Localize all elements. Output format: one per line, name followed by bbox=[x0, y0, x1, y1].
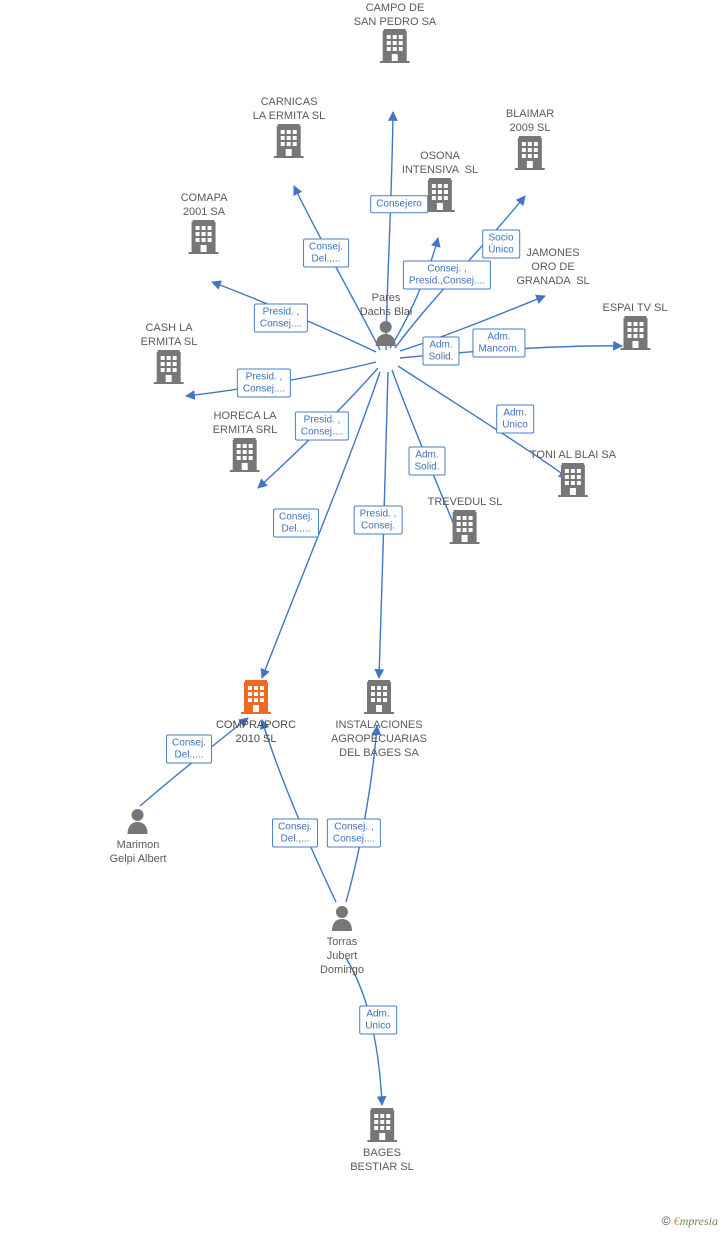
node-label: CASH LA ERMITA SL bbox=[141, 322, 198, 350]
node-label: TONI AL BLAI SA bbox=[530, 449, 616, 463]
node-toni_blai[interactable]: TONI AL BLAI SA bbox=[530, 449, 616, 502]
node-label: ESPAI TV SL bbox=[602, 302, 667, 316]
node-carnicas_ermita[interactable]: CARNICAS LA ERMITA SL bbox=[253, 96, 326, 163]
edge-label: Presid. , Consej.... bbox=[237, 369, 291, 398]
node-torras[interactable]: Torras Jubert Domingo bbox=[320, 905, 364, 977]
node-label: Pares Dachs Blai bbox=[360, 292, 413, 320]
node-marimon[interactable]: Marimon Gelpi Albert bbox=[110, 808, 167, 867]
node-bages[interactable]: BAGES BESTIAR SL bbox=[350, 1108, 414, 1175]
node-comapa[interactable]: COMAPA 2001 SA bbox=[181, 192, 228, 259]
brand-rest: mpresia bbox=[680, 1214, 718, 1228]
edge-label: Consej. Del.,... bbox=[273, 509, 319, 538]
edge-label: Consej. Del.,... bbox=[272, 819, 318, 848]
node-label: INSTALACIONES AGROPECUARIAS DEL BAGES SA bbox=[331, 719, 427, 760]
edge-label: Adm. Solid. bbox=[422, 337, 459, 366]
node-label: OSONA INTENSIVA SL bbox=[402, 150, 478, 178]
node-label: HORECA LA ERMITA SRL bbox=[213, 410, 278, 438]
edge-label: Consejero bbox=[370, 195, 428, 213]
node-label: TREVEDUL SL bbox=[428, 496, 503, 510]
node-label: COMPRAPORC 2010 SL bbox=[216, 719, 296, 747]
building-icon bbox=[241, 680, 271, 719]
edge-label: Presid. , Consej.... bbox=[295, 412, 349, 441]
node-label: JAMONES CAMPO DE SAN PEDRO SA bbox=[354, 0, 437, 29]
node-pares[interactable]: Pares Dachs Blai bbox=[360, 292, 413, 351]
node-trevedul[interactable]: TREVEDUL SL bbox=[428, 496, 503, 549]
node-label: COMAPA 2001 SA bbox=[181, 192, 228, 220]
building-icon bbox=[425, 178, 455, 217]
building-icon bbox=[620, 316, 650, 355]
building-icon bbox=[450, 510, 480, 549]
node-espai_tv[interactable]: ESPAI TV SL bbox=[602, 302, 667, 355]
building-icon bbox=[154, 350, 184, 389]
node-instalaciones[interactable]: INSTALACIONES AGROPECUARIAS DEL BAGES SA bbox=[331, 680, 427, 760]
watermark: © €mpresia bbox=[662, 1214, 718, 1229]
edge-torras-compraporc bbox=[262, 720, 336, 902]
edge-label: Presid. , Consej.... bbox=[254, 304, 308, 333]
edge-label: Adm. Mancom. bbox=[472, 329, 525, 358]
node-label: JAMONES ORO DE GRANADA SL bbox=[516, 247, 589, 288]
person-icon bbox=[127, 808, 149, 839]
edge-label: Adm. Unico bbox=[359, 1006, 397, 1035]
node-label: Torras Jubert Domingo bbox=[320, 936, 364, 977]
person-icon bbox=[375, 320, 397, 351]
edges-layer bbox=[0, 0, 728, 1235]
edge-label: Adm. Unico bbox=[496, 405, 534, 434]
node-compraporc[interactable]: COMPRAPORC 2010 SL bbox=[216, 680, 296, 747]
node-label: BAGES BESTIAR SL bbox=[350, 1147, 414, 1175]
edge-label: Adm. Solid. bbox=[408, 447, 445, 476]
relationship-diagram: JAMONES CAMPO DE SAN PEDRO SA CARNICAS L… bbox=[0, 0, 728, 1235]
edge-label: Consej. Del.,... bbox=[166, 735, 212, 764]
node-jamones_granada[interactable]: JAMONES ORO DE GRANADA SL bbox=[516, 247, 589, 288]
building-icon bbox=[380, 29, 410, 68]
building-icon bbox=[274, 124, 304, 163]
edge-label: Consej. , Presid.,Consej.... bbox=[403, 261, 491, 290]
edge-label: Consej. , Consej.... bbox=[327, 819, 381, 848]
node-label: Marimon Gelpi Albert bbox=[110, 839, 167, 867]
building-icon bbox=[367, 1108, 397, 1147]
building-icon bbox=[230, 438, 260, 477]
building-icon bbox=[189, 220, 219, 259]
node-blaimar[interactable]: BLAIMAR 2009 SL bbox=[506, 108, 554, 175]
person-icon bbox=[331, 905, 353, 936]
building-icon bbox=[364, 680, 394, 719]
node-cash_ermita[interactable]: CASH LA ERMITA SL bbox=[141, 322, 198, 389]
node-label: BLAIMAR 2009 SL bbox=[506, 108, 554, 136]
node-label: CARNICAS LA ERMITA SL bbox=[253, 96, 326, 124]
copyright-symbol: © bbox=[662, 1214, 671, 1228]
node-jamones_sanpedro[interactable]: JAMONES CAMPO DE SAN PEDRO SA bbox=[354, 0, 437, 68]
building-icon bbox=[515, 136, 545, 175]
edge-label: Presid. , Consej. bbox=[354, 506, 403, 535]
building-icon bbox=[558, 463, 588, 502]
edge-label: Consej. Del.,... bbox=[303, 239, 349, 268]
node-horeca[interactable]: HORECA LA ERMITA SRL bbox=[213, 410, 278, 477]
edge-label: Socio Único bbox=[482, 230, 520, 259]
